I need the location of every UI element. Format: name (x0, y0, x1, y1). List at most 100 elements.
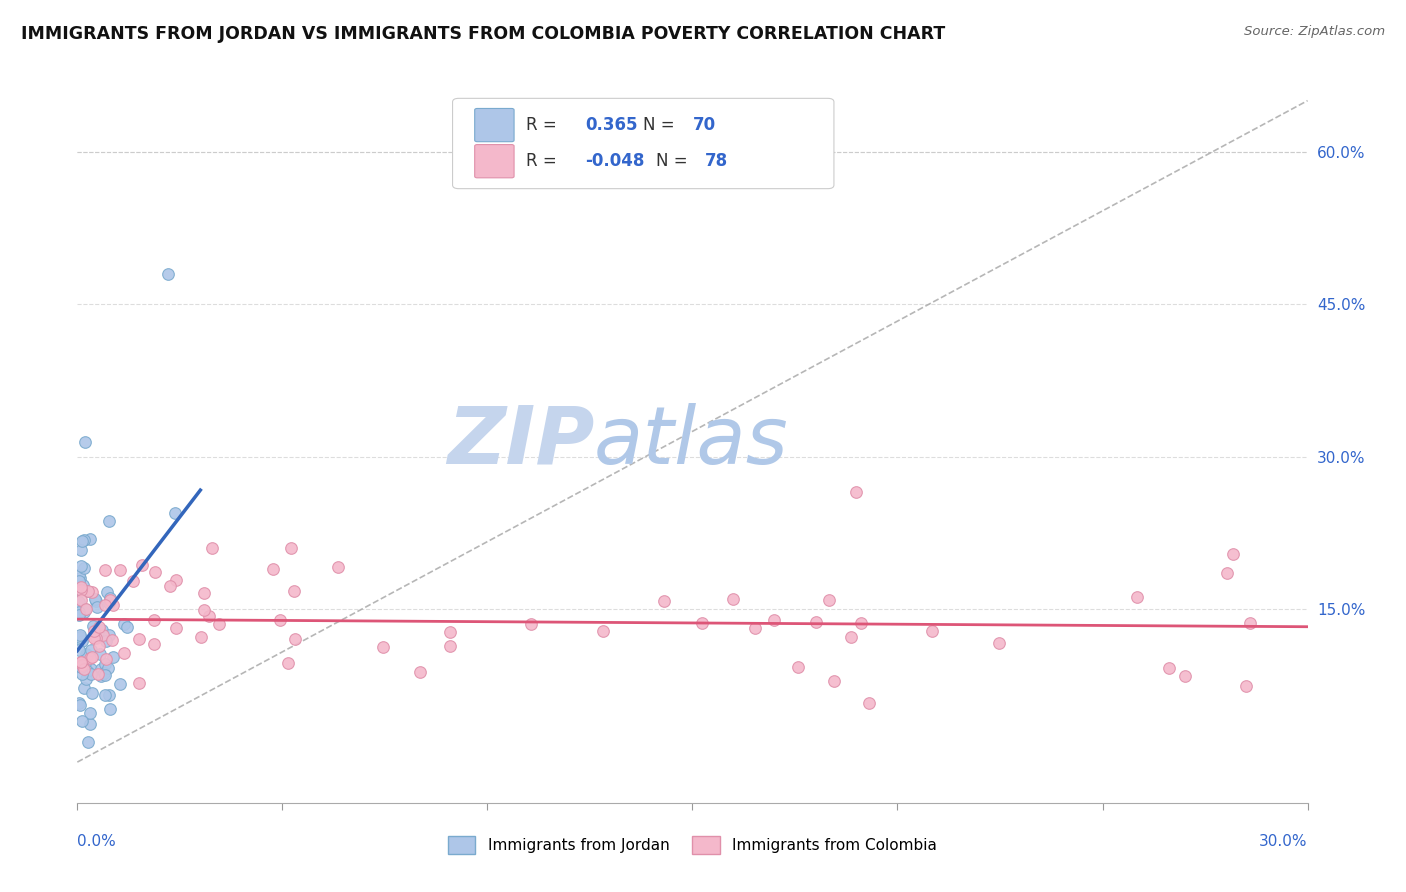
Point (921, 624, 943, 639)
Point (98, 628, 121, 642)
Point (845, 485, 868, 500)
Point (79, 532, 101, 546)
Point (277, 656, 299, 670)
Point (76, 735, 98, 749)
Point (83, 632, 105, 646)
Point (84, 594, 107, 608)
Point (79, 666, 101, 681)
Point (96, 652, 118, 666)
Point (72, 634, 94, 648)
Point (80, 662, 103, 676)
Point (70, 714, 93, 728)
Point (165, 621, 187, 635)
Point (94, 598, 117, 612)
Point (67, 605, 90, 619)
Point (67, 595, 90, 609)
Point (1159, 661, 1181, 675)
Point (193, 603, 215, 617)
Point (86, 666, 108, 681)
Point (69, 698, 91, 712)
Point (262, 561, 284, 575)
Point (280, 541, 302, 556)
Point (94, 563, 117, 577)
Point (67, 696, 90, 710)
Point (94, 667, 117, 681)
Text: ZIP: ZIP (447, 402, 595, 481)
Point (858, 696, 880, 710)
Point (90, 668, 112, 682)
Point (98, 702, 121, 716)
Point (80, 585, 103, 599)
Point (371, 640, 394, 654)
Point (101, 632, 124, 647)
Point (165, 573, 187, 587)
Text: N =: N = (644, 116, 681, 134)
Point (112, 646, 135, 660)
Point (721, 591, 744, 606)
Point (82, 649, 104, 664)
Point (1174, 668, 1197, 682)
Point (284, 632, 307, 646)
Point (787, 660, 810, 674)
Point (91, 628, 114, 642)
Point (823, 673, 845, 688)
Point (110, 563, 132, 577)
Text: IMMIGRANTS FROM JORDAN VS IMMIGRANTS FROM COLOMBIA POVERTY CORRELATION CHART: IMMIGRANTS FROM JORDAN VS IMMIGRANTS FRO… (21, 25, 945, 43)
Point (1216, 566, 1239, 580)
Point (131, 558, 153, 572)
Point (73, 533, 96, 547)
Point (79, 717, 101, 731)
Point (326, 559, 349, 574)
Point (83, 624, 105, 638)
Text: 78: 78 (704, 153, 728, 170)
Point (67, 567, 90, 582)
Point (89, 620, 111, 634)
Point (439, 639, 461, 653)
Point (987, 636, 1010, 650)
Point (103, 598, 125, 612)
Point (70, 658, 93, 673)
Point (519, 616, 541, 631)
Point (69, 628, 91, 642)
Text: R =: R = (526, 153, 562, 170)
Point (73, 605, 96, 619)
Point (93, 688, 115, 702)
Point (103, 650, 125, 665)
Text: -0.048: -0.048 (585, 153, 645, 170)
Point (143, 565, 166, 579)
Point (207, 617, 229, 632)
Point (75, 602, 97, 616)
Point (652, 594, 675, 608)
Point (94, 634, 117, 648)
FancyBboxPatch shape (475, 109, 515, 142)
Point (128, 632, 150, 647)
Point (156, 267, 179, 281)
Point (115, 620, 138, 634)
Text: R =: R = (526, 116, 562, 134)
Point (67, 583, 90, 598)
Text: Source: ZipAtlas.com: Source: ZipAtlas.com (1244, 25, 1385, 38)
Point (87, 639, 110, 653)
Point (744, 621, 766, 635)
Point (76, 664, 98, 678)
Point (849, 616, 872, 631)
Point (69, 660, 91, 674)
Point (198, 608, 221, 623)
Point (142, 637, 165, 651)
Point (1126, 590, 1149, 604)
Point (67, 658, 90, 673)
Point (76, 648, 98, 662)
Point (409, 665, 432, 680)
Point (269, 613, 291, 627)
Point (69, 558, 91, 573)
Text: 0.0%: 0.0% (77, 834, 117, 849)
Point (69, 543, 91, 558)
Point (70, 655, 93, 669)
Point (76, 584, 98, 599)
Point (73, 681, 96, 696)
Point (80, 686, 103, 700)
Point (75, 657, 97, 671)
Point (93, 666, 115, 681)
Point (69, 571, 91, 585)
Point (77, 583, 100, 598)
